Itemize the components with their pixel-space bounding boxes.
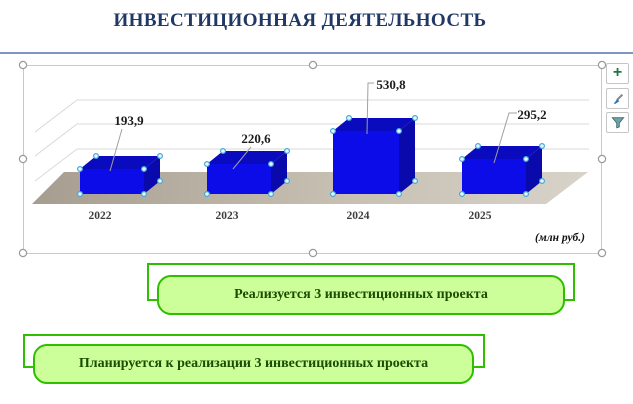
category-label-2023: 2023 [215, 210, 239, 222]
data-label-2023: 220,6 [241, 131, 271, 146]
data-label-2025: 295,2 [517, 107, 547, 122]
chart-elements-button[interactable]: + [606, 63, 629, 84]
chart-styles-button[interactable] [606, 88, 629, 109]
leader-lines [109, 82, 517, 172]
axis-unit-label: (млн руб.) [534, 232, 585, 244]
category-label-2022: 2022 [88, 210, 112, 222]
series-selection-dots [76, 114, 545, 198]
bar-2024[interactable] [333, 118, 415, 194]
selection-handles[interactable] [18, 60, 607, 258]
data-label-2024: 530,8 [376, 77, 406, 92]
slide-title[interactable]: ИНВЕСТИЦИОННАЯ ДЕЯТЕЛЬНОСТЬ [113, 10, 487, 31]
funnel-icon [610, 117, 625, 129]
category-label-2025: 2025 [468, 210, 492, 222]
banner1-text: Реализуется 3 инвестиционных проекта [234, 287, 488, 302]
bar-2025[interactable] [462, 146, 542, 194]
chart-floor [32, 172, 588, 204]
title-divider [0, 52, 633, 54]
chart-filters-button[interactable] [606, 112, 629, 133]
plus-icon: + [612, 63, 623, 81]
brush-icon [613, 93, 623, 104]
banner1[interactable]: Реализуется 3 инвестиционных проекта [157, 275, 565, 315]
bar-2022[interactable] [80, 156, 160, 194]
category-label-2024: 2024 [346, 210, 370, 222]
data-label-2022: 193,9 [114, 113, 144, 128]
bar-2023[interactable] [207, 151, 287, 194]
banner2-text: Планируется к реализации 3 инвестиционны… [78, 356, 429, 371]
banner2[interactable]: Планируется к реализации 3 инвестиционны… [33, 344, 474, 384]
